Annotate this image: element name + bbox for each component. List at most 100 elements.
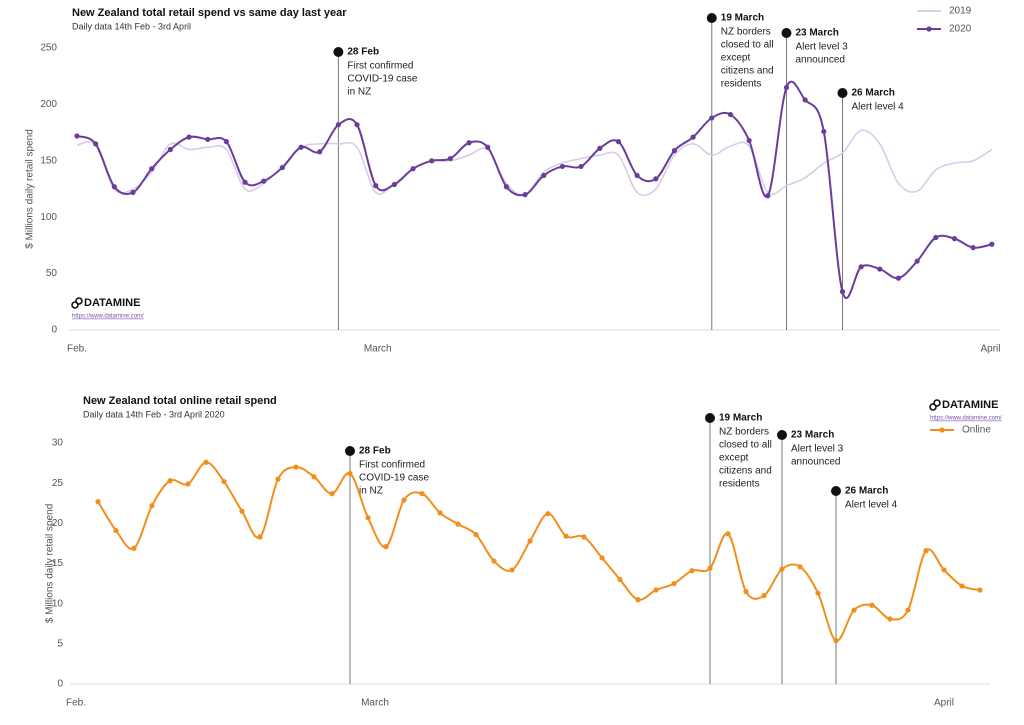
data-point [113,527,119,534]
annotation-title: 19 March [719,413,762,424]
data-point [851,607,857,613]
data-point [447,155,453,162]
data-point [203,459,209,465]
data-point [257,534,263,540]
y-tick-label: 150 [40,155,57,166]
annotation-text: Alert level 4 [845,500,898,511]
x-tick-label: Feb. [67,344,87,355]
y-tick-label: 25 [52,478,64,489]
chart-title: New Zealand total retail spend vs same d… [72,7,347,19]
data-point [298,144,304,150]
data-point [365,515,371,521]
data-point [279,164,285,171]
annotation-text: First confirmed [347,61,413,72]
annotation-dot [705,413,715,423]
data-point [746,137,752,144]
y-tick-label: 50 [46,268,58,279]
data-point [599,555,605,561]
data-point [335,122,341,128]
data-point [93,141,99,147]
annotation-text: announced [791,457,841,468]
legend-marker [939,427,945,433]
data-point [317,149,323,155]
annotation-text: announced [795,55,845,66]
data-point [833,638,839,644]
chart: New Zealand total retail spend vs same d… [25,6,1001,355]
data-point [597,145,603,151]
annotation-title: 26 March [851,88,894,99]
data-point [933,234,939,241]
annotation-text: in NZ [347,87,371,98]
y-axis-label: $ Millions daily retail spend [25,129,36,249]
annotation-text: Alert level 3 [791,444,844,455]
data-point [383,544,389,550]
data-point [725,531,731,537]
annotation-text: in NZ [359,486,383,497]
y-tick-label: 15 [52,558,64,569]
data-point [149,166,155,172]
data-point [839,289,846,295]
data-point [563,533,569,539]
data-point [653,587,659,593]
y-tick-label: 100 [40,212,57,223]
y-tick-label: 0 [51,325,57,336]
annotation-title: 28 Feb [359,446,391,457]
data-point [509,567,515,573]
logo-icon [75,297,83,305]
data-point [242,179,248,185]
y-tick-label: 200 [40,99,57,110]
data-point [437,510,443,516]
annotation-text: Alert level 4 [851,102,904,113]
data-point [111,184,117,190]
logo-icon [929,403,937,411]
data-point [347,470,353,477]
annotation-dot [831,486,841,496]
annotation-text: Alert level 3 [795,42,848,53]
data-point [410,166,416,172]
data-point [635,597,641,603]
data-point [783,84,790,91]
data-point [895,275,902,281]
data-point [74,133,80,139]
data-point [491,558,497,564]
annotation-text: COVID-19 case [359,473,429,484]
data-point [727,111,734,118]
data-point [977,587,983,593]
logo-icon [933,399,941,407]
data-point [941,567,947,573]
y-tick-label: 0 [57,679,63,690]
data-point [131,545,137,551]
y-tick-label: 250 [40,43,57,54]
data-point [167,146,173,153]
annotation-dot [345,446,355,456]
data-point [223,139,229,145]
data-point [541,172,547,179]
data-point [545,511,551,517]
y-tick-label: 20 [52,518,64,529]
chart-subtitle: Daily data 14th Feb - 3rd April [72,21,191,31]
data-point [293,464,299,470]
annotation-dot [777,430,787,440]
annotation-text: closed to all [721,40,774,51]
data-point [329,491,335,497]
data-point [743,589,749,595]
y-axis-label: $ Millions daily retail spend [45,504,56,624]
x-tick-label: Feb. [66,698,86,709]
data-point [581,534,587,540]
data-point [689,568,695,574]
legend-label: Online [962,425,991,436]
y-tick-label: 5 [57,638,63,649]
annotation-dot [781,28,792,38]
data-point [970,245,976,251]
annotation-title: 26 March [845,486,888,497]
data-point [989,241,995,247]
data-point [869,602,875,608]
data-point [761,593,767,599]
annotation-text: First confirmed [359,460,425,471]
chart: New Zealand total online retail spend Dai… [45,395,1002,709]
legend-label: 2019 [949,6,972,17]
data-point [485,144,491,150]
data-point [522,192,528,198]
logo-icon [71,301,79,309]
